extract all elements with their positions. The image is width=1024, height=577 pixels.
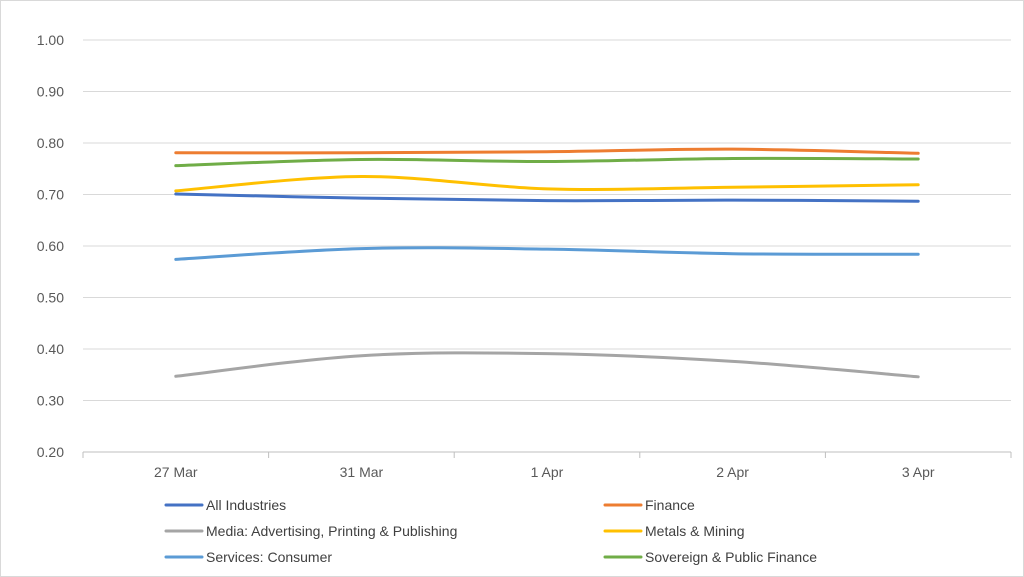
y-tick-label: 0.90 (37, 84, 64, 100)
series-line-metals-mining (174, 174, 920, 193)
x-axis: 27 Mar 31 Mar 1 Apr 2 Apr 3 Apr (82, 452, 1012, 480)
y-tick-label: 0.40 (37, 341, 64, 357)
y-tick-label: 0.70 (37, 187, 64, 203)
series-lines (174, 147, 920, 379)
x-tick-label: 2 Apr (716, 464, 749, 480)
legend-label: Media: Advertising, Printing & Publishin… (206, 523, 457, 539)
y-axis-ticks: 0.20 0.30 0.40 0.50 0.60 0.70 0.80 0.90 1.00 (37, 32, 64, 460)
y-tick-label: 0.50 (37, 290, 64, 306)
legend-item-services-consumer: Services: Consumer (164, 549, 332, 565)
legend-label: All Industries (206, 497, 286, 513)
legend-item-finance: Finance (603, 497, 695, 513)
legend-label: Metals & Mining (645, 523, 745, 539)
y-tick-label: 0.80 (37, 135, 64, 151)
series-line-finance (174, 147, 920, 155)
legend-item-media-advertising-printing-publishing: Media: Advertising, Printing & Publishin… (164, 523, 457, 539)
legend-item-sovereign-public-finance: Sovereign & Public Finance (603, 549, 817, 565)
x-tick-label: 1 Apr (531, 464, 564, 480)
y-tick-label: 0.20 (37, 444, 64, 460)
series-line-services-consumer (174, 246, 920, 261)
legend: All Industries Finance Media: Advertising,… (164, 497, 817, 565)
y-tick-label: 0.60 (37, 238, 64, 254)
x-tick-label: 31 Mar (340, 464, 384, 480)
legend-item-all-industries: All Industries (164, 497, 286, 513)
legend-label: Sovereign & Public Finance (645, 549, 817, 565)
gridlines (83, 39, 1011, 453)
legend-label: Finance (645, 497, 695, 513)
series-line-sovereign-public-finance (174, 156, 920, 168)
y-tick-label: 0.30 (37, 393, 64, 409)
legend-label: Services: Consumer (206, 549, 332, 565)
series-line-all-industries (174, 192, 920, 203)
x-tick-label: 3 Apr (902, 464, 935, 480)
y-tick-label: 1.00 (37, 32, 64, 48)
series-line-media-advertising-printing-publishing (174, 351, 920, 379)
legend-item-metals-mining: Metals & Mining (603, 523, 745, 539)
x-tick-label: 27 Mar (154, 464, 198, 480)
